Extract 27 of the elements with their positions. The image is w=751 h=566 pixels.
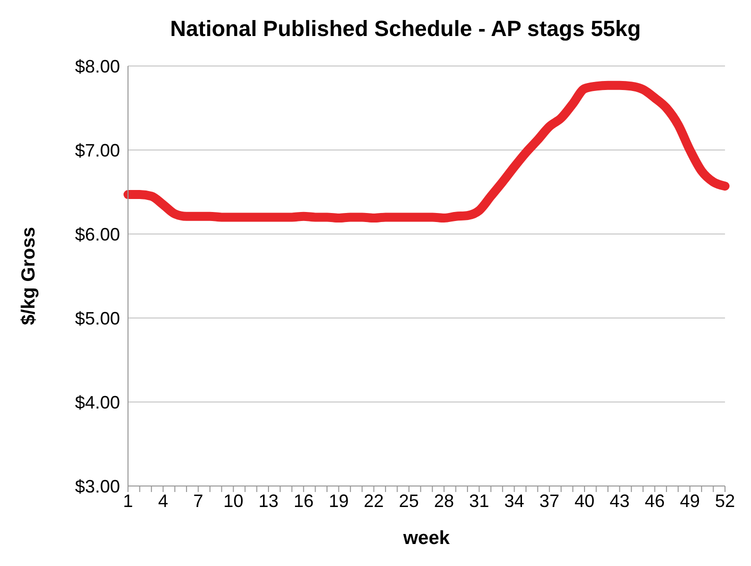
x-tick-label: 40 bbox=[574, 490, 595, 511]
y-tick-label: $4.00 bbox=[74, 392, 120, 412]
x-tick-label: 52 bbox=[714, 490, 736, 511]
x-tick-label: 1 bbox=[122, 490, 134, 511]
x-tick-label: 16 bbox=[294, 490, 314, 511]
x-tick-label: 31 bbox=[469, 490, 490, 511]
y-axis-title: $/kg Gross bbox=[18, 226, 40, 326]
y-tick-label: $5.00 bbox=[74, 308, 120, 328]
x-tick-label: 37 bbox=[539, 490, 560, 511]
chart-title: National Published Schedule - AP stags 55kg bbox=[169, 15, 642, 43]
x-tick-label: 49 bbox=[680, 490, 700, 511]
x-tick-label: 34 bbox=[504, 490, 524, 511]
x-tick-label: 46 bbox=[644, 490, 665, 511]
x-tick-label: 13 bbox=[258, 490, 278, 511]
y-tick-label: $3.00 bbox=[74, 476, 120, 496]
y-tick-label: $7.00 bbox=[74, 140, 120, 160]
x-tick-label: 25 bbox=[398, 490, 419, 511]
x-tick-label: 10 bbox=[223, 490, 244, 511]
x-tick-label: 28 bbox=[434, 490, 454, 511]
y-tick-label: $6.00 bbox=[74, 224, 120, 244]
x-tick-label: 4 bbox=[158, 490, 168, 511]
y-tick-label: $8.00 bbox=[74, 56, 120, 76]
x-axis-title: week bbox=[402, 528, 450, 549]
x-tick-label: 7 bbox=[193, 490, 204, 511]
x-tick-label: 22 bbox=[364, 490, 384, 511]
x-tick-label: 19 bbox=[328, 490, 349, 511]
x-tick-label: 43 bbox=[610, 490, 630, 511]
